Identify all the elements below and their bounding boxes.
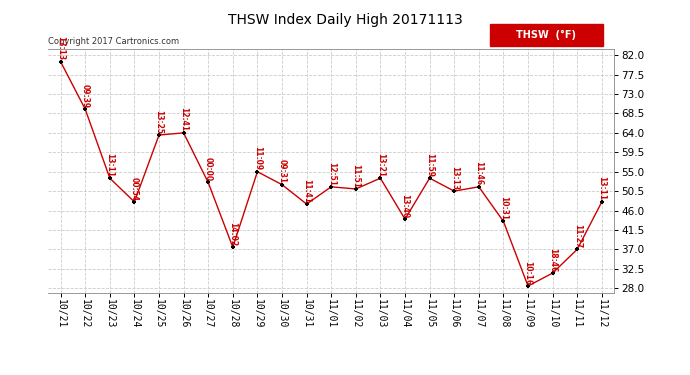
Text: Copyright 2017 Cartronics.com: Copyright 2017 Cartronics.com	[48, 38, 179, 46]
Point	[448, 188, 460, 194]
Text: 11:27: 11:27	[573, 224, 582, 248]
Point	[227, 244, 238, 250]
Point	[203, 180, 214, 186]
Point	[424, 175, 435, 181]
Point	[79, 106, 90, 112]
Text: 18:46: 18:46	[548, 248, 557, 272]
Point	[473, 184, 484, 190]
Point	[326, 184, 337, 190]
Point	[153, 132, 164, 138]
Text: 13:13: 13:13	[56, 36, 65, 60]
Text: 13:25: 13:25	[155, 110, 164, 134]
Point	[252, 169, 263, 175]
Bar	[490, 24, 603, 46]
Point	[522, 283, 533, 289]
Text: 13:11: 13:11	[106, 153, 115, 177]
Point	[596, 199, 607, 205]
Text: 00:54: 00:54	[130, 177, 139, 201]
Point	[351, 186, 362, 192]
Point	[129, 199, 140, 205]
Point	[178, 130, 189, 136]
Point	[400, 216, 411, 222]
Text: 13:40: 13:40	[400, 194, 409, 218]
Point	[104, 175, 115, 181]
Text: 14:02: 14:02	[228, 222, 237, 246]
Text: 11:46: 11:46	[474, 161, 483, 186]
Point	[498, 218, 509, 224]
Text: 13:13: 13:13	[450, 166, 459, 190]
Point	[55, 59, 66, 65]
Point	[547, 270, 558, 276]
Text: 11:41: 11:41	[302, 178, 311, 203]
Text: 11:51: 11:51	[351, 164, 360, 188]
Text: 00:00: 00:00	[204, 157, 213, 181]
Text: 11:09: 11:09	[253, 146, 262, 170]
Text: 09:31: 09:31	[277, 159, 286, 183]
Text: THSW Index Daily High 20171113: THSW Index Daily High 20171113	[228, 13, 462, 27]
Point	[572, 246, 583, 252]
Text: 10:16: 10:16	[524, 261, 533, 285]
Text: 10:31: 10:31	[499, 196, 508, 220]
Text: 11:59: 11:59	[425, 153, 434, 177]
Point	[301, 201, 312, 207]
Point	[277, 182, 288, 188]
Text: 13:11: 13:11	[598, 177, 607, 201]
Text: 09:39: 09:39	[81, 84, 90, 108]
Point	[375, 175, 386, 181]
Text: 13:21: 13:21	[376, 153, 385, 177]
Text: THSW  (°F): THSW (°F)	[516, 30, 576, 40]
Text: 12:51: 12:51	[326, 162, 336, 186]
Text: 12:41: 12:41	[179, 108, 188, 132]
